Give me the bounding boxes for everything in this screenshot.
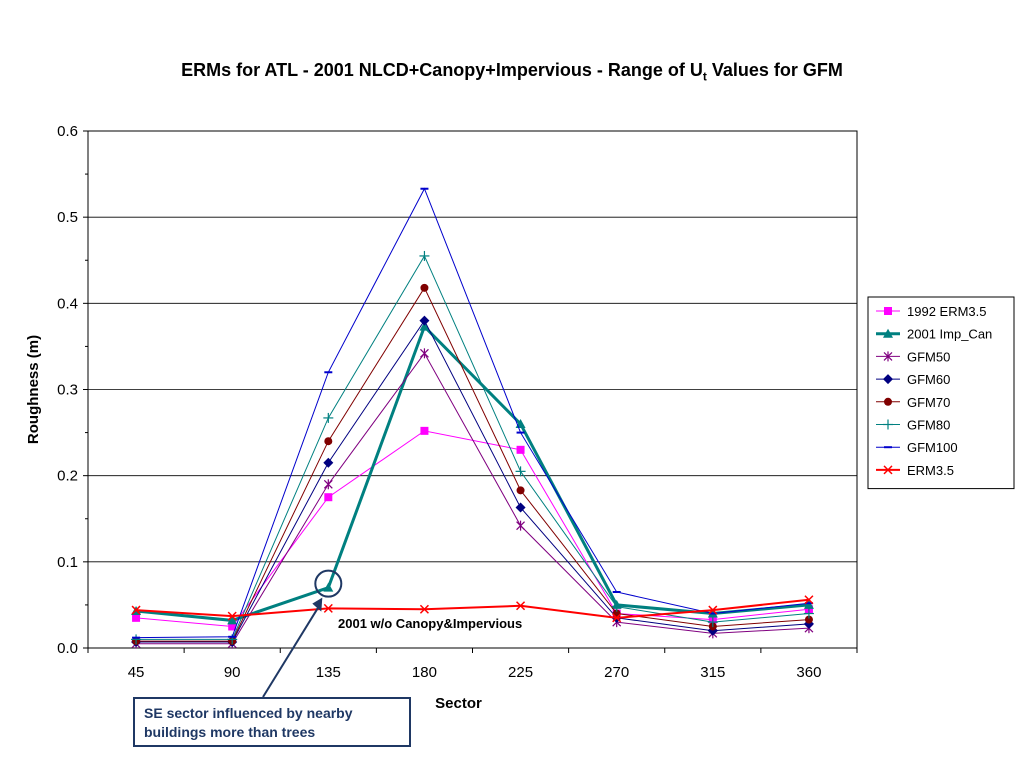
y-tick-label: 0.0 <box>57 640 78 657</box>
x-axis-title: Sector <box>435 695 482 712</box>
series-line <box>136 286 809 642</box>
legend-item: 2001 Imp_Can <box>876 327 992 342</box>
y-tick-label: 0.5 <box>57 209 78 226</box>
callout-text: SE sector influenced by nearby buildings… <box>144 705 353 740</box>
legend-item: GFM50 <box>876 349 950 364</box>
series-gfm100 <box>132 187 813 639</box>
legend-item: ERM3.5 <box>876 463 954 478</box>
series-line <box>136 187 809 639</box>
x-tick-label: 360 <box>796 664 821 681</box>
x-tick-label: 135 <box>316 664 341 681</box>
data-point <box>131 605 141 615</box>
data-point <box>419 250 430 261</box>
data-point <box>516 520 525 531</box>
legend-item: 1992 ERM3.5 <box>876 304 987 319</box>
legend-label: GFM80 <box>907 418 950 433</box>
data-point <box>516 601 526 611</box>
legend-item: GFM70 <box>876 395 950 410</box>
x-tick-label: 270 <box>604 664 629 681</box>
x-tick-label: 180 <box>412 664 437 681</box>
legend-box <box>867 296 1015 490</box>
series-line <box>136 352 809 645</box>
data-point <box>323 479 333 490</box>
data-point <box>707 617 718 628</box>
data-point <box>612 613 622 623</box>
data-point <box>611 601 622 612</box>
y-tick-label: 0.3 <box>57 382 78 399</box>
data-point <box>420 283 429 292</box>
data-point <box>419 315 430 326</box>
data-point <box>323 412 334 423</box>
legend-label: 2001 Imp_Can <box>907 327 992 342</box>
data-point <box>804 595 814 605</box>
data-point <box>515 502 526 513</box>
data-point <box>803 608 814 619</box>
series-line <box>136 319 809 643</box>
series-gfm80 <box>131 250 814 645</box>
x-tick-label: 225 <box>508 664 533 681</box>
data-point <box>131 634 142 645</box>
chart-title-subscript: t <box>702 69 707 84</box>
series-line <box>135 598 810 619</box>
highlight-circle <box>314 569 343 598</box>
y-tick-label: 0.4 <box>57 295 78 312</box>
legend-label: GFM60 <box>907 372 950 387</box>
chart-title-main: ERMs for ATL - 2001 NLCD+Canopy+Impervio… <box>181 60 703 80</box>
data-point <box>420 426 429 435</box>
legend-item: GFM60 <box>876 372 950 387</box>
data-point <box>419 321 430 331</box>
legend-item: GFM100 <box>876 440 958 455</box>
legend-label: GFM50 <box>907 349 950 364</box>
data-point <box>323 603 333 613</box>
data-point <box>419 604 429 614</box>
data-point <box>227 611 237 621</box>
chart-title: ERMs for ATL - 2001 NLCD+Canopy+Impervio… <box>0 60 1024 84</box>
x-tick-label: 315 <box>700 664 725 681</box>
chart-title-end: Values for GFM <box>706 60 843 80</box>
y-tick-label: 0.2 <box>57 468 78 485</box>
legend-label: 1992 ERM3.5 <box>907 304 987 319</box>
callout-box: SE sector influenced by nearby buildings… <box>133 697 411 747</box>
data-point <box>228 622 237 631</box>
data-point <box>515 466 526 477</box>
series-line <box>136 254 809 640</box>
data-point <box>323 457 334 468</box>
y-tick-label: 0.1 <box>57 554 78 571</box>
data-point <box>516 445 525 454</box>
callout-arrow <box>262 597 323 698</box>
data-point <box>803 599 814 609</box>
legend-item: GFM80 <box>876 418 950 433</box>
data-point <box>516 486 525 495</box>
data-point <box>132 613 141 622</box>
data-point <box>227 615 238 625</box>
x-tick-label: 45 <box>128 664 145 681</box>
legend-label: ERM3.5 <box>907 463 954 478</box>
legend: 1992 ERM3.5 2001 Imp_Can GFM50 GFM60 GFM70 GF… <box>867 296 1015 490</box>
data-point <box>323 582 334 592</box>
data-point <box>420 348 429 359</box>
legend-label: GFM100 <box>907 440 958 455</box>
data-point <box>324 437 333 446</box>
x-tick-label: 90 <box>224 664 241 681</box>
y-tick-label: 0.6 <box>57 123 78 140</box>
legend-label: GFM70 <box>907 395 950 410</box>
inner-annotation: 2001 w/o Canopy&Impervious <box>338 616 522 631</box>
data-point <box>804 615 813 624</box>
y-axis-title: Roughness (m) <box>25 335 42 444</box>
data-point <box>708 605 718 615</box>
data-point <box>324 493 333 502</box>
series-erm3-5 <box>131 595 814 623</box>
